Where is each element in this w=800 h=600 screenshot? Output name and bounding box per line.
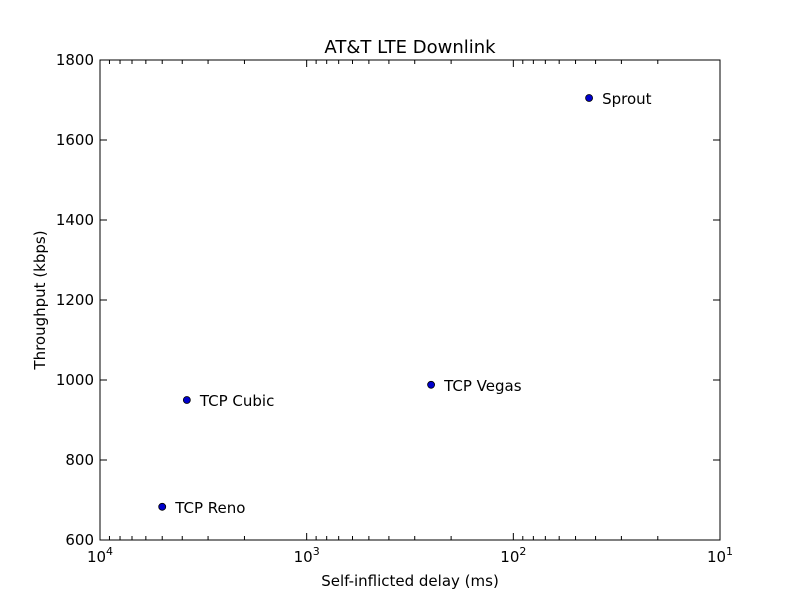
x-tick-label: 102 bbox=[500, 545, 526, 566]
y-tick-label: 1600 bbox=[56, 131, 94, 149]
y-tick-label: 1000 bbox=[56, 371, 94, 389]
chart-title: AT&T LTE Downlink bbox=[324, 37, 496, 58]
y-tick-label: 1800 bbox=[56, 51, 94, 69]
x-tick-label: 103 bbox=[294, 545, 320, 566]
data-point bbox=[585, 94, 593, 102]
y-tick-label: 1400 bbox=[56, 211, 94, 229]
data-point-label: TCP Cubic bbox=[199, 392, 275, 410]
data-point-label: TCP Reno bbox=[174, 499, 245, 517]
x-axis-label: Self-inflicted delay (ms) bbox=[321, 572, 499, 590]
data-point-label: TCP Vegas bbox=[443, 377, 522, 395]
x-tick-label: 104 bbox=[87, 545, 113, 566]
y-tick-label: 600 bbox=[65, 531, 94, 549]
data-point-label: Sprout bbox=[602, 90, 652, 108]
data-point bbox=[158, 502, 167, 511]
y-tick-label: 1200 bbox=[56, 291, 94, 309]
y-axis-label: Throughput (kbps) bbox=[31, 230, 49, 370]
y-tick-label: 800 bbox=[65, 451, 94, 469]
data-point bbox=[182, 396, 191, 404]
x-tick-label: 101 bbox=[707, 545, 733, 566]
data-point bbox=[427, 380, 435, 389]
